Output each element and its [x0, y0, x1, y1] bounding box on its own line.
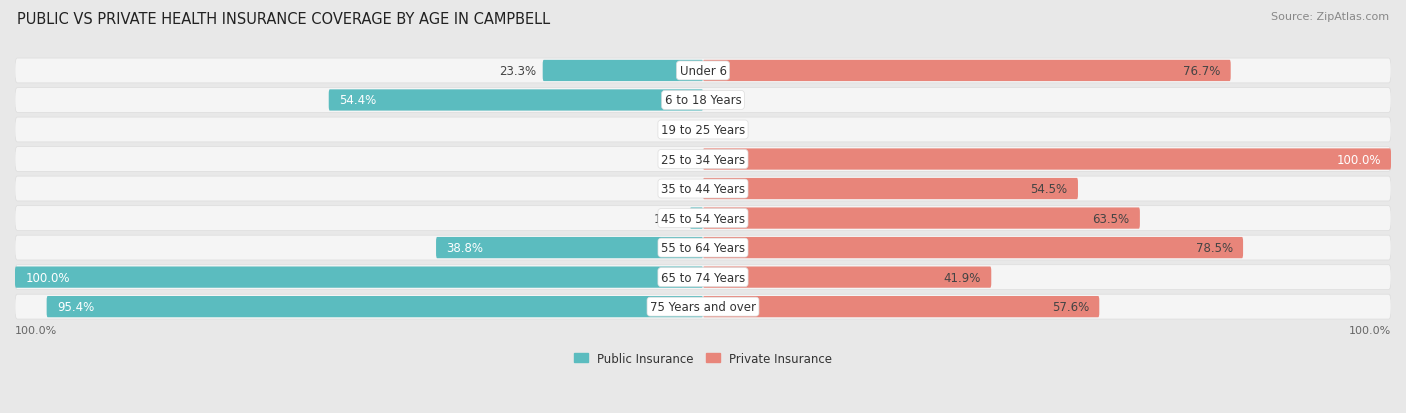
Text: Source: ZipAtlas.com: Source: ZipAtlas.com	[1271, 12, 1389, 22]
FancyBboxPatch shape	[703, 149, 1391, 170]
Text: 100.0%: 100.0%	[1348, 325, 1391, 335]
Text: 0.0%: 0.0%	[666, 153, 696, 166]
Text: 78.5%: 78.5%	[1195, 242, 1233, 254]
Text: PUBLIC VS PRIVATE HEALTH INSURANCE COVERAGE BY AGE IN CAMPBELL: PUBLIC VS PRIVATE HEALTH INSURANCE COVER…	[17, 12, 550, 27]
Text: 0.0%: 0.0%	[666, 183, 696, 196]
Text: 23.3%: 23.3%	[499, 65, 536, 78]
Text: 65 to 74 Years: 65 to 74 Years	[661, 271, 745, 284]
FancyBboxPatch shape	[15, 177, 1391, 202]
Legend: Public Insurance, Private Insurance: Public Insurance, Private Insurance	[569, 347, 837, 370]
Text: 100.0%: 100.0%	[25, 271, 70, 284]
Text: 38.8%: 38.8%	[446, 242, 484, 254]
FancyBboxPatch shape	[703, 178, 1078, 200]
FancyBboxPatch shape	[703, 267, 991, 288]
FancyBboxPatch shape	[703, 237, 1243, 259]
FancyBboxPatch shape	[436, 237, 703, 259]
FancyBboxPatch shape	[15, 265, 1391, 290]
Text: 55 to 64 Years: 55 to 64 Years	[661, 242, 745, 254]
Text: 54.4%: 54.4%	[339, 94, 377, 107]
FancyBboxPatch shape	[15, 206, 1391, 231]
Text: 100.0%: 100.0%	[15, 325, 58, 335]
Text: 6 to 18 Years: 6 to 18 Years	[665, 94, 741, 107]
Text: 63.5%: 63.5%	[1092, 212, 1129, 225]
Text: 57.6%: 57.6%	[1052, 300, 1090, 313]
Text: 35 to 44 Years: 35 to 44 Years	[661, 183, 745, 196]
Text: 100.0%: 100.0%	[1336, 153, 1381, 166]
Text: 41.9%: 41.9%	[943, 271, 981, 284]
FancyBboxPatch shape	[46, 296, 703, 318]
FancyBboxPatch shape	[703, 61, 1230, 82]
FancyBboxPatch shape	[543, 61, 703, 82]
Text: 0.0%: 0.0%	[666, 124, 696, 137]
Text: 45 to 54 Years: 45 to 54 Years	[661, 212, 745, 225]
FancyBboxPatch shape	[703, 296, 1099, 318]
Text: 75 Years and over: 75 Years and over	[650, 300, 756, 313]
Text: 0.0%: 0.0%	[710, 94, 740, 107]
FancyBboxPatch shape	[15, 147, 1391, 172]
FancyBboxPatch shape	[15, 118, 1391, 142]
Text: 25 to 34 Years: 25 to 34 Years	[661, 153, 745, 166]
Text: 54.5%: 54.5%	[1031, 183, 1067, 196]
FancyBboxPatch shape	[329, 90, 703, 112]
FancyBboxPatch shape	[15, 267, 703, 288]
FancyBboxPatch shape	[15, 88, 1391, 113]
FancyBboxPatch shape	[15, 236, 1391, 260]
Text: 76.7%: 76.7%	[1182, 65, 1220, 78]
FancyBboxPatch shape	[15, 294, 1391, 319]
Text: 19 to 25 Years: 19 to 25 Years	[661, 124, 745, 137]
Text: 0.0%: 0.0%	[710, 124, 740, 137]
Text: 1.9%: 1.9%	[654, 212, 683, 225]
FancyBboxPatch shape	[690, 208, 703, 229]
FancyBboxPatch shape	[703, 208, 1140, 229]
FancyBboxPatch shape	[15, 59, 1391, 84]
Text: 95.4%: 95.4%	[58, 300, 94, 313]
Text: Under 6: Under 6	[679, 65, 727, 78]
